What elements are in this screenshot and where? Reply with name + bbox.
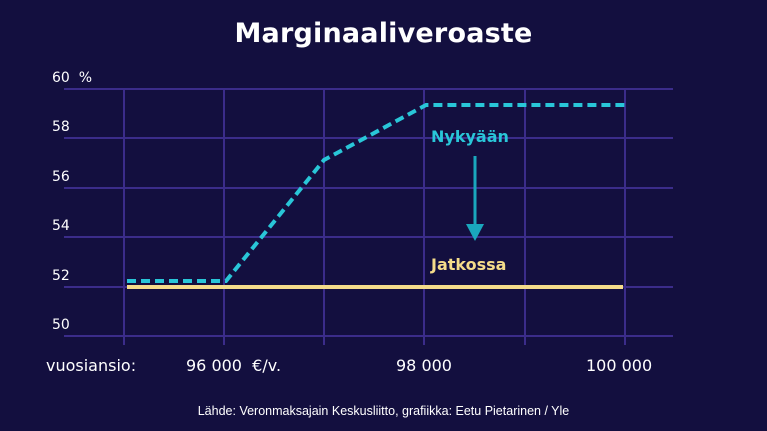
grid [64,88,673,345]
x-tick-96000: 96 000 €/v. [186,356,282,375]
annotation-nykyaan: Nykyään [431,127,509,146]
x-axis-label: vuosiansio: [46,356,137,375]
y-tick-54: 54 [52,218,70,234]
y-tick-50: 50 [52,317,70,333]
annotation-jatkossa: Jatkossa [431,255,507,274]
arrow-icon [466,156,484,241]
source-credit: Lähde: Veronmaksajain Keskusliitto, graf… [197,404,570,418]
chart-title: Marginaaliveroaste [234,18,533,49]
y-tick-58: 58 [52,119,70,135]
x-tick-98000: 98 000 [396,356,452,375]
y-tick-60: 60 % [52,70,93,86]
series-nykyaan [127,103,625,283]
x-tick-100000: 100 000 [586,356,653,375]
y-tick-56: 56 [52,169,70,185]
y-tick-52: 52 [52,268,70,284]
y-unit-label: % [78,70,93,86]
